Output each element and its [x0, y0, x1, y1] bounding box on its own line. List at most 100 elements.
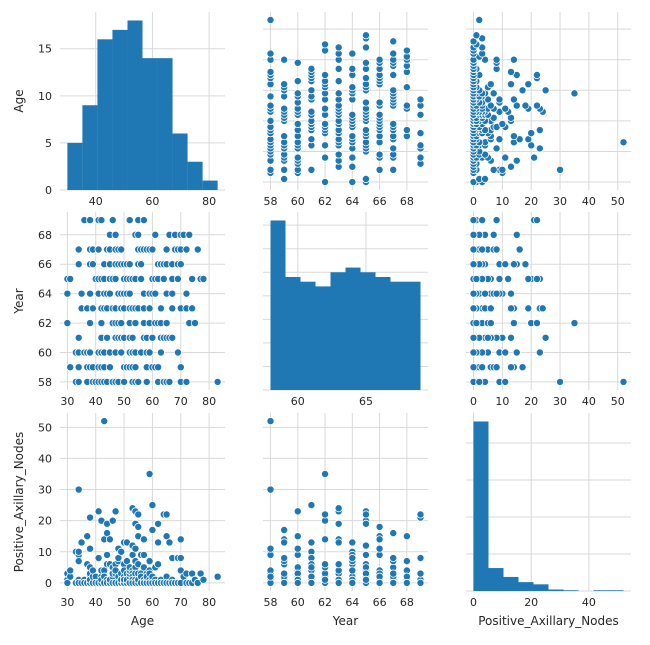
scatter-point	[389, 529, 398, 538]
scatter-point	[538, 304, 547, 313]
hist-bar	[67, 142, 83, 190]
scatter-point	[416, 510, 425, 519]
scatter-point	[348, 178, 357, 187]
scatter-point	[509, 319, 518, 328]
scatter-point	[481, 289, 490, 298]
scatter-point	[506, 304, 515, 313]
scatter-point	[266, 101, 275, 110]
panel-Age-vs-Positive_Axillary_Nodes: 0 10 20 30 40 50	[466, 12, 631, 208]
scatter-point	[199, 575, 208, 584]
scatter-point	[532, 274, 541, 283]
scatter-point	[97, 319, 106, 328]
scatter-point	[472, 319, 481, 328]
scatter-point	[151, 230, 160, 239]
scatter-point	[307, 165, 316, 174]
scatter-point	[512, 348, 521, 357]
scatter-point	[389, 86, 398, 95]
scatter-point	[165, 377, 174, 386]
scatter-point	[361, 43, 370, 52]
scatter-point	[266, 15, 275, 24]
scatter-point	[498, 165, 507, 174]
tick-label-x: 64	[345, 195, 359, 208]
scatter-point	[348, 554, 357, 563]
scatter-point	[375, 578, 384, 587]
tick-label-y: 0	[45, 577, 52, 590]
hist-bar	[503, 576, 519, 591]
scatter-point	[321, 575, 330, 584]
hist-bar	[172, 133, 188, 190]
hist-bar	[533, 584, 549, 591]
hist-bar	[345, 267, 361, 390]
scatter-point	[321, 510, 330, 519]
scatter-point	[527, 129, 536, 138]
scatter-point	[469, 245, 478, 254]
scatter-point	[501, 260, 510, 269]
tick-label-x: 66	[373, 195, 387, 208]
scatter-point	[139, 535, 148, 544]
scatter-point	[74, 557, 83, 566]
scatter-point	[74, 377, 83, 386]
scatter-point	[469, 230, 478, 239]
scatter-point	[307, 538, 316, 547]
scatter-point	[117, 547, 126, 556]
scatter-point	[148, 501, 157, 510]
tick-label-x: 50	[611, 395, 625, 408]
tick-label-y: 15	[38, 43, 52, 56]
scatter-point	[105, 363, 114, 372]
tick-label-x: 30	[60, 596, 74, 609]
scatter-point	[185, 230, 194, 239]
scatter-point	[532, 101, 541, 110]
tick-label-x: 70	[174, 596, 188, 609]
scatter-point	[486, 80, 495, 89]
scatter-point	[86, 348, 95, 357]
scatter-point	[389, 71, 398, 80]
scatter-point	[501, 104, 510, 113]
scatter-point	[307, 135, 316, 144]
scatter-point	[117, 245, 126, 254]
scatter-point	[182, 289, 191, 298]
scatter-point	[375, 522, 384, 531]
scatter-point	[151, 289, 160, 298]
scatter-point	[162, 319, 171, 328]
scatter-point	[375, 544, 384, 553]
scatter-point	[483, 333, 492, 342]
scatter-point	[348, 83, 357, 92]
tick-label-y: 10	[38, 90, 52, 103]
scatter-point	[570, 319, 579, 328]
scatter-point	[509, 260, 518, 269]
scatter-point	[66, 363, 75, 372]
scatter-point	[131, 544, 140, 553]
tick-label-y: 64	[38, 288, 52, 301]
x-axis-label: Year	[332, 614, 358, 628]
scatter-point	[389, 144, 398, 153]
scatter-point	[94, 554, 103, 563]
scatter-point	[66, 274, 75, 283]
scatter-point	[402, 83, 411, 92]
scatter-point	[361, 541, 370, 550]
hist-bar	[390, 281, 406, 390]
scatter-point	[213, 377, 222, 386]
scatter-point	[532, 319, 541, 328]
scatter-point	[389, 165, 398, 174]
scatter-point	[162, 245, 171, 254]
tick-label-y: 66	[38, 258, 52, 271]
scatter-point	[139, 550, 148, 559]
scatter-point	[280, 174, 289, 183]
scatter-point	[469, 348, 478, 357]
tick-label-x: 50	[117, 395, 131, 408]
scatter-point	[469, 260, 478, 269]
scatter-point	[86, 289, 95, 298]
hist-bar	[518, 582, 534, 591]
scatter-point	[176, 363, 185, 372]
scatter-point	[530, 153, 539, 162]
x-axis-label: Age	[131, 614, 154, 628]
tick-label-x: 20	[524, 195, 538, 208]
hist-bar	[202, 180, 218, 190]
scatter-point	[492, 144, 501, 153]
panel-Year-vs-Year: 60 65	[263, 212, 428, 408]
scatter-point	[307, 64, 316, 73]
scatter-point	[97, 216, 106, 225]
tick-label-x: 60	[291, 195, 305, 208]
tick-label-x: 68	[400, 195, 414, 208]
